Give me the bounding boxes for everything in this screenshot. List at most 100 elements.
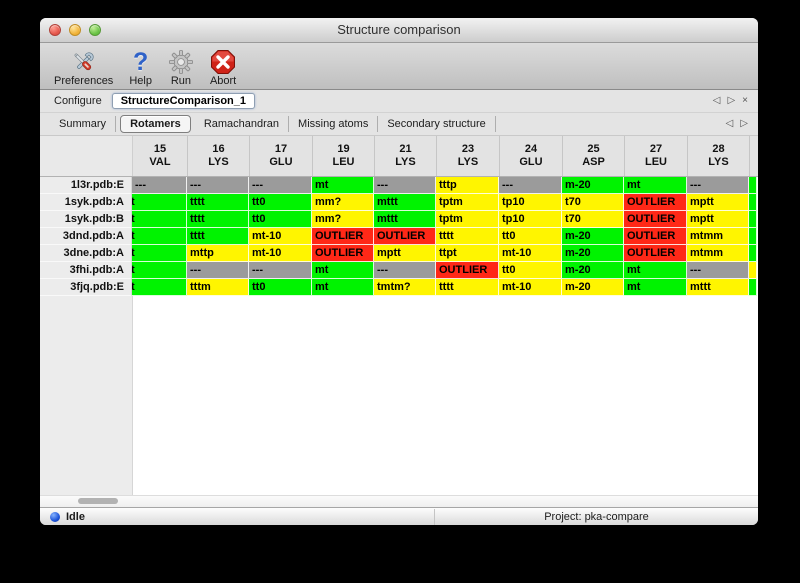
rotamer-cell[interactable]: tttt bbox=[187, 194, 249, 211]
next-tab-button[interactable]: ▷ bbox=[740, 118, 748, 129]
rotamer-cell[interactable]: tptm bbox=[436, 211, 499, 228]
row-label-3dnd-pdb-a[interactable]: 3dnd.pdb:A bbox=[40, 228, 132, 245]
rotamer-cell[interactable]: mt bbox=[312, 177, 374, 194]
tab-secondary-structure[interactable]: Secondary structure bbox=[378, 116, 496, 132]
rotamer-cell[interactable]: t bbox=[132, 228, 187, 245]
rotamer-cell[interactable]: t bbox=[132, 279, 187, 296]
row-label-3fhi-pdb-a[interactable]: 3fhi.pdb:A bbox=[40, 262, 132, 279]
column-header-19-leu[interactable]: 19 LEU bbox=[313, 136, 375, 176]
rotamer-cell[interactable]: tttp bbox=[436, 177, 499, 194]
row-label-1syk-pdb-b[interactable]: 1syk.pdb:B bbox=[40, 211, 132, 228]
minimize-window-button[interactable] bbox=[69, 24, 81, 36]
rotamer-cell[interactable]: mt bbox=[624, 279, 687, 296]
tab-ramachandran[interactable]: Ramachandran bbox=[195, 116, 290, 132]
rotamer-cell[interactable]: --- bbox=[499, 177, 562, 194]
rotamer-cell[interactable]: mttp bbox=[187, 245, 249, 262]
toolbar-preferences-button[interactable]: Preferences bbox=[48, 48, 119, 87]
rotamer-cell[interactable]: m-20 bbox=[562, 279, 624, 296]
column-header-21-lys[interactable]: 21 LYS bbox=[375, 136, 437, 176]
rotamer-cell[interactable]: tt0 bbox=[499, 228, 562, 245]
configure-name-field[interactable]: StructureComparison_1 bbox=[111, 93, 256, 109]
column-header-25-asp[interactable]: 25 ASP bbox=[563, 136, 625, 176]
rotamer-cell[interactable]: t bbox=[132, 245, 187, 262]
rotamer-cell[interactable]: --- bbox=[249, 262, 312, 279]
rotamer-cell[interactable]: mptt bbox=[687, 194, 749, 211]
close-window-button[interactable] bbox=[49, 24, 61, 36]
prev-tab-button[interactable]: ◁ bbox=[725, 118, 734, 129]
column-header-15-val[interactable]: 15 VAL bbox=[133, 136, 188, 176]
rotamer-cell[interactable]: --- bbox=[687, 262, 749, 279]
rotamer-cell[interactable]: tttt bbox=[436, 228, 499, 245]
rotamer-cell[interactable]: OUTLIER bbox=[374, 228, 436, 245]
rotamer-cell[interactable]: m-20 bbox=[562, 245, 624, 262]
rotamer-cell[interactable]: OUTLIER bbox=[624, 228, 687, 245]
column-header-17-glu[interactable]: 17 GLU bbox=[250, 136, 313, 176]
rotamer-cell[interactable]: mt bbox=[312, 279, 374, 296]
rotamer-cell[interactable]: --- bbox=[187, 177, 249, 194]
rotamer-cell[interactable]: tttm bbox=[187, 279, 249, 296]
rotamer-cell[interactable]: tttt bbox=[187, 211, 249, 228]
rotamer-cell[interactable]: tp10 bbox=[499, 211, 562, 228]
rotamer-cell[interactable]: mt-10 bbox=[499, 279, 562, 296]
column-header-27-leu[interactable]: 27 LEU bbox=[625, 136, 688, 176]
rotamer-cell[interactable]: mt-10 bbox=[499, 245, 562, 262]
rotamer-cell[interactable]: mt-10 bbox=[249, 228, 312, 245]
row-label-1l3r-pdb-e[interactable]: 1l3r.pdb:E bbox=[40, 177, 132, 194]
tab-rotamers[interactable]: Rotamers bbox=[120, 115, 191, 133]
rotamer-cell[interactable]: OUTLIER bbox=[624, 211, 687, 228]
rotamer-cell[interactable]: --- bbox=[249, 177, 312, 194]
rotamer-cell[interactable]: tt0 bbox=[249, 194, 312, 211]
rotamer-cell[interactable]: tt0 bbox=[249, 279, 312, 296]
rotamer-cell[interactable]: mttt bbox=[374, 194, 436, 211]
rotamer-cell[interactable]: t bbox=[132, 211, 187, 228]
column-header-23-lys[interactable]: 23 LYS bbox=[437, 136, 500, 176]
rotamer-cell[interactable]: m-20 bbox=[562, 177, 624, 194]
rotamer-cell[interactable]: mtmm bbox=[687, 245, 749, 262]
rotamer-cell[interactable]: mtmm bbox=[687, 228, 749, 245]
rotamer-cell[interactable]: OUTLIER bbox=[436, 262, 499, 279]
rotamer-cell[interactable]: --- bbox=[374, 177, 436, 194]
rotamer-cell[interactable]: mt bbox=[312, 262, 374, 279]
rotamer-cell[interactable]: tmtm? bbox=[374, 279, 436, 296]
column-header-24-glu[interactable]: 24 GLU bbox=[500, 136, 563, 176]
horizontal-scrollbar-thumb[interactable] bbox=[78, 498, 118, 504]
rotamer-cell[interactable]: t70 bbox=[562, 211, 624, 228]
rotamer-cell[interactable]: mm? bbox=[312, 211, 374, 228]
rotamer-cell[interactable]: tptm bbox=[436, 194, 499, 211]
rotamer-cell[interactable]: OUTLIER bbox=[312, 245, 374, 262]
horizontal-scrollbar[interactable] bbox=[40, 495, 758, 507]
close-config-button[interactable]: × bbox=[742, 95, 748, 106]
rotamer-cell[interactable]: --- bbox=[132, 177, 187, 194]
rotamer-cell[interactable]: tttt bbox=[436, 279, 499, 296]
rotamer-cell[interactable]: t bbox=[132, 262, 187, 279]
rotamer-cell[interactable]: mptt bbox=[374, 245, 436, 262]
rotamer-cell[interactable]: tttt bbox=[187, 228, 249, 245]
rotamer-cell[interactable]: tt0 bbox=[249, 211, 312, 228]
rotamer-cell[interactable]: mttt bbox=[374, 211, 436, 228]
rotamer-cell[interactable]: OUTLIER bbox=[624, 245, 687, 262]
next-config-button[interactable]: ▷ bbox=[727, 95, 736, 106]
rotamer-cell[interactable]: mm? bbox=[312, 194, 374, 211]
tab-summary[interactable]: Summary bbox=[50, 116, 117, 132]
row-label-1syk-pdb-a[interactable]: 1syk.pdb:A bbox=[40, 194, 132, 211]
rotamer-cell[interactable]: mptt bbox=[687, 211, 749, 228]
rotamer-cell[interactable]: OUTLIER bbox=[312, 228, 374, 245]
row-label-3dne-pdb-a[interactable]: 3dne.pdb:A bbox=[40, 245, 132, 262]
column-header-28-lys[interactable]: 28 LYS bbox=[688, 136, 750, 176]
rotamer-cell[interactable]: mttt bbox=[687, 279, 749, 296]
zoom-window-button[interactable] bbox=[89, 24, 101, 36]
column-header-16-lys[interactable]: 16 LYS bbox=[188, 136, 250, 176]
rotamer-cell[interactable]: t bbox=[132, 194, 187, 211]
row-label-3fjq-pdb-e[interactable]: 3fjq.pdb:E bbox=[40, 279, 132, 296]
tab-missing-atoms[interactable]: Missing atoms bbox=[289, 116, 379, 132]
rotamer-cell[interactable]: tt0 bbox=[499, 262, 562, 279]
rotamer-cell[interactable]: m-20 bbox=[562, 228, 624, 245]
rotamer-cell[interactable]: t70 bbox=[562, 194, 624, 211]
rotamer-cell[interactable]: --- bbox=[687, 177, 749, 194]
rotamer-cell[interactable]: m-20 bbox=[562, 262, 624, 279]
toolbar-help-button[interactable]: ? Help bbox=[123, 48, 158, 87]
prev-config-button[interactable]: ◁ bbox=[712, 95, 721, 106]
toolbar-abort-button[interactable]: Abort bbox=[204, 48, 242, 87]
rotamer-cell[interactable]: --- bbox=[374, 262, 436, 279]
toolbar-run-button[interactable]: Run bbox=[162, 48, 200, 87]
